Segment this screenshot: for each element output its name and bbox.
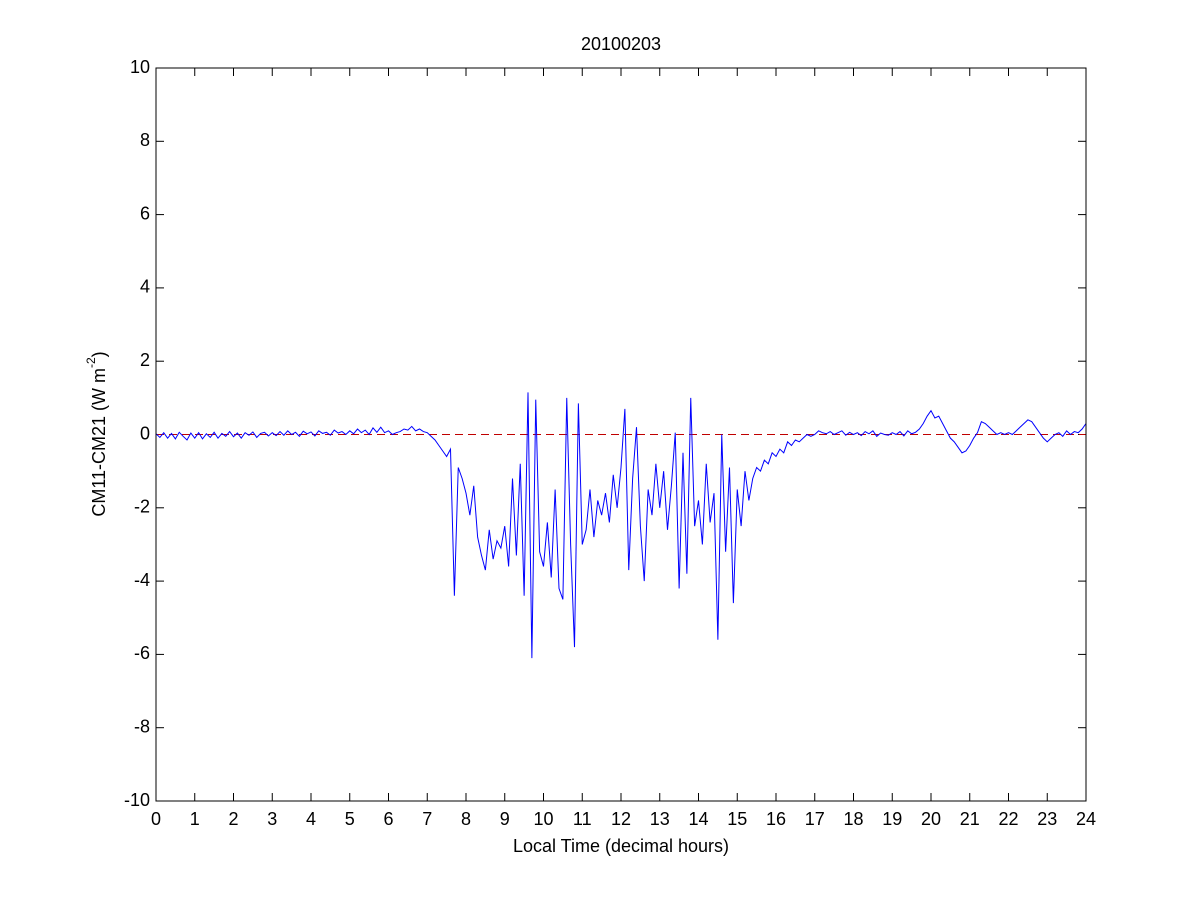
x-tick-label: 13	[650, 809, 670, 829]
x-tick-label: 5	[345, 809, 355, 829]
x-tick-label: 6	[383, 809, 393, 829]
x-tick-label: 4	[306, 809, 316, 829]
x-tick-label: 0	[151, 809, 161, 829]
x-tick-label: 24	[1076, 809, 1096, 829]
y-label-suffix: )	[89, 351, 109, 357]
y-axis-label: CM11-CM21 (W m-2)	[84, 351, 109, 516]
y-tick-label: -6	[134, 643, 150, 663]
y-tick-label: -4	[134, 570, 150, 590]
x-tick-label: 11	[573, 809, 592, 829]
y-tick-label: 0	[140, 423, 150, 443]
x-tick-label: 17	[805, 809, 825, 829]
y-label-superscript: -2	[84, 357, 98, 368]
y-tick-label: 8	[140, 130, 150, 150]
x-tick-label: 21	[960, 809, 980, 829]
x-tick-label: 8	[461, 809, 471, 829]
x-tick-label: 1	[190, 809, 200, 829]
y-tick-label: -2	[134, 497, 150, 517]
x-tick-label: 14	[688, 809, 708, 829]
x-tick-label: 7	[422, 809, 432, 829]
y-tick-label: 6	[140, 203, 150, 223]
y-tick-label: 10	[130, 57, 150, 77]
y-tick-label: -10	[124, 790, 150, 810]
x-axis-label: Local Time (decimal hours)	[513, 836, 729, 856]
x-tick-label: 9	[500, 809, 510, 829]
y-tick-label: -8	[134, 716, 150, 736]
x-tick-label: 2	[228, 809, 238, 829]
x-tick-label: 15	[727, 809, 747, 829]
y-label-text: CM11-CM21 (W m	[89, 368, 109, 517]
y-tick-label: 4	[140, 277, 150, 297]
x-tick-label: 3	[267, 809, 277, 829]
data-line	[155, 392, 1087, 659]
x-tick-label: 20	[921, 809, 941, 829]
x-tick-label: 16	[766, 809, 786, 829]
x-tick-label: 19	[882, 809, 902, 829]
x-tick-label: 10	[533, 809, 553, 829]
plot-frame	[155, 67, 1087, 802]
x-tick-label: 23	[1037, 809, 1057, 829]
chart-title: 20100203	[581, 34, 661, 54]
x-tick-label: 22	[998, 809, 1018, 829]
x-tick-label: 18	[843, 809, 863, 829]
x-tick-label: 12	[611, 809, 631, 829]
y-tick-label: 2	[140, 350, 150, 370]
